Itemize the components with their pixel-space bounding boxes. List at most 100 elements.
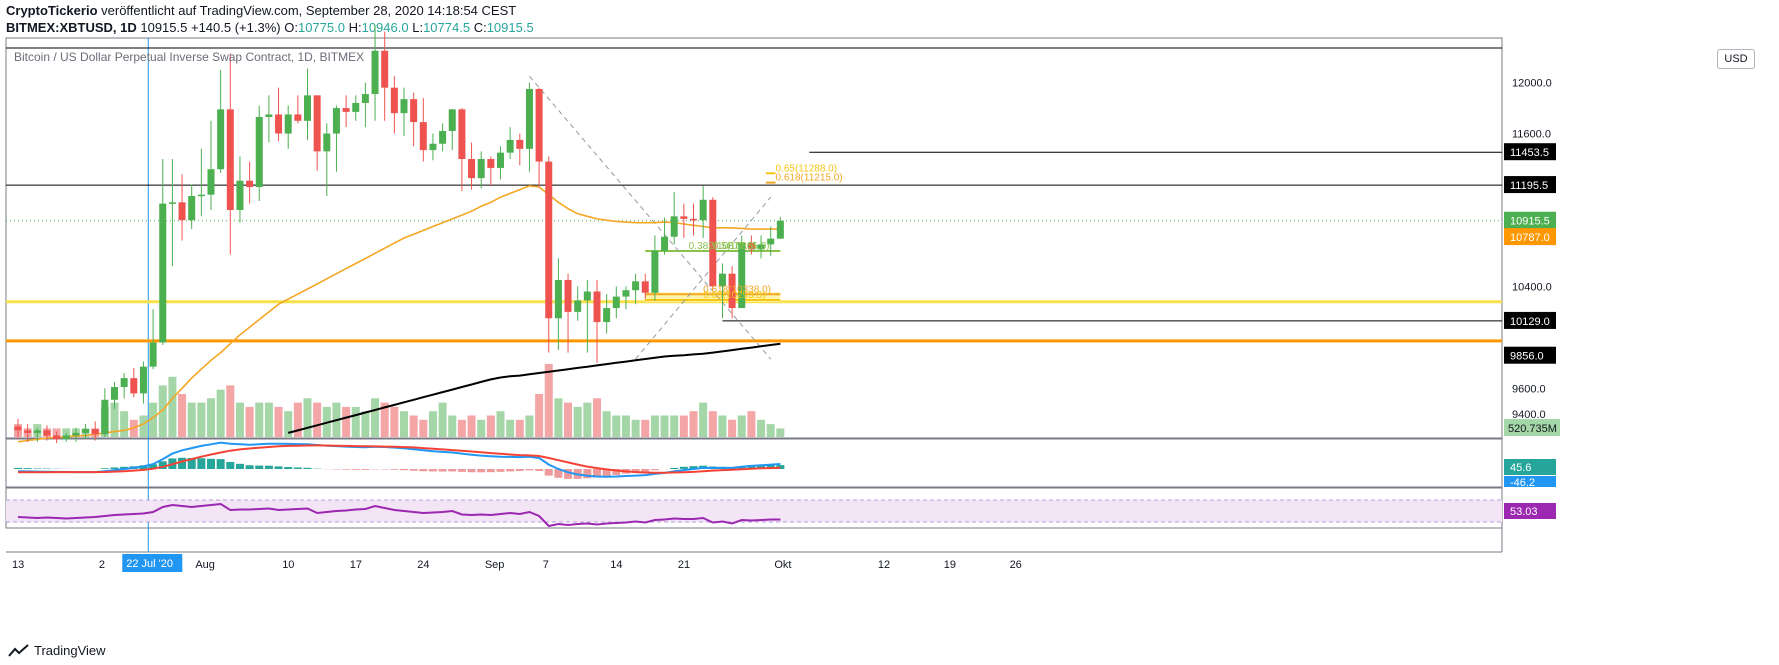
candle-body xyxy=(371,50,379,95)
candle-body xyxy=(33,430,41,433)
level-price-box xyxy=(1504,228,1556,246)
level-price-label: 11195.5 xyxy=(1510,180,1548,192)
publisher-name: CryptoTickerio xyxy=(6,3,98,18)
price-tick-label: 10400.0 xyxy=(1512,281,1552,293)
volume-bar xyxy=(110,402,119,437)
time-tick-label: 26 xyxy=(1010,559,1022,571)
macd-histogram-bar xyxy=(689,466,698,469)
time-tick-label: 12 xyxy=(878,559,890,571)
macd-histogram-bar xyxy=(554,469,563,478)
candle-body xyxy=(583,291,591,301)
price-tick-label: 12000.0 xyxy=(1512,78,1552,90)
macd-histogram-bar xyxy=(438,469,447,472)
volume-bar xyxy=(486,415,495,437)
macd-histogram-bar xyxy=(486,469,495,473)
time-tick-label: 21 xyxy=(678,559,690,571)
macd-histogram-bar xyxy=(477,469,486,473)
macd-histogram-bar xyxy=(400,469,408,471)
candle-body xyxy=(275,114,283,134)
volume-bar xyxy=(207,398,215,437)
volume-bar xyxy=(400,411,408,437)
macd-histogram-bar xyxy=(428,469,437,472)
volume-bar xyxy=(380,402,389,437)
volume-bar xyxy=(264,402,273,437)
candle-body xyxy=(545,161,553,319)
level-price-label: 10787.0 xyxy=(1510,232,1550,244)
candle-body xyxy=(661,236,669,251)
macd-histogram-bar xyxy=(496,469,505,472)
candle-body xyxy=(24,430,32,433)
volume-bar xyxy=(535,394,544,437)
macd-histogram-bar xyxy=(419,469,428,472)
volume-bar xyxy=(226,385,235,437)
candle-body xyxy=(516,139,524,149)
last-price: 10915.5 xyxy=(140,20,188,35)
volume-bar xyxy=(747,411,756,437)
publisher-line: CryptoTickerio veröffentlicht auf Tradin… xyxy=(6,3,516,18)
volume-value-box xyxy=(1504,419,1560,436)
macd-histogram-bar xyxy=(33,468,42,469)
footer-brand: TradingView xyxy=(8,643,106,658)
candle-body xyxy=(120,378,128,388)
macd-histogram-bar xyxy=(284,467,293,469)
candle-body xyxy=(342,108,350,112)
candle-body xyxy=(323,133,331,152)
macd-histogram-bar xyxy=(670,467,679,469)
time-tick-label: 7 xyxy=(543,559,549,571)
candle-body xyxy=(91,429,99,435)
candle-body xyxy=(593,291,601,323)
currency-button[interactable]: USD xyxy=(1717,49,1755,69)
time-tick-label: 17 xyxy=(350,559,362,571)
time-tick-label: 14 xyxy=(610,559,622,571)
volume-bar xyxy=(554,398,563,437)
macd-histogram-bar xyxy=(535,469,544,471)
level-price-label: 10915.5 xyxy=(1510,216,1550,228)
macd-histogram-bar xyxy=(216,459,225,469)
fib-level-label: 0.382(10677.5) xyxy=(689,241,757,252)
volume-bar xyxy=(409,415,418,437)
time-tick-label: 19 xyxy=(944,559,956,571)
macd-histogram-bar xyxy=(197,458,206,469)
macd-histogram-bar xyxy=(274,466,283,469)
time-tick-label: Okt xyxy=(774,559,791,571)
volume-bar xyxy=(525,415,534,437)
macd-histogram-bar xyxy=(226,461,235,469)
level-price-box xyxy=(1504,143,1556,161)
macd-histogram-bar xyxy=(650,469,659,471)
candle-body xyxy=(294,114,302,121)
candle-body xyxy=(699,199,707,221)
candle-body xyxy=(178,202,186,221)
macd-histogram-bar xyxy=(207,458,215,469)
candle-body xyxy=(53,435,61,440)
crosshair-date-box xyxy=(122,554,183,572)
volume-bar xyxy=(612,415,621,437)
candle-body xyxy=(149,342,157,367)
candle-body xyxy=(506,139,514,153)
candle-body xyxy=(207,169,215,195)
volume-bar xyxy=(544,363,553,437)
candle-body xyxy=(159,203,167,343)
candle-body xyxy=(400,99,408,114)
candle-body xyxy=(574,300,582,312)
candle-body xyxy=(622,290,630,297)
macd-histogram-bar xyxy=(149,464,158,469)
volume-bar xyxy=(313,402,322,437)
volume-bar xyxy=(351,406,360,437)
volume-bar xyxy=(689,411,698,437)
macd-histogram-bar xyxy=(544,469,553,476)
candle-body xyxy=(265,114,273,117)
fib-level-label: 0.5(10865.0) xyxy=(713,241,770,252)
price-tick-label: 11600.0 xyxy=(1512,129,1551,141)
volume-bar xyxy=(593,398,601,437)
macd-histogram-bar xyxy=(583,469,592,479)
candle-body xyxy=(747,243,755,250)
volume-bar xyxy=(641,419,650,437)
time-tick-label: 10 xyxy=(282,559,294,571)
macd-histogram-bar xyxy=(593,469,601,478)
volume-bar xyxy=(168,376,177,437)
candle-body xyxy=(168,202,176,204)
candle-body xyxy=(776,220,784,239)
tradingview-logo-icon xyxy=(8,643,29,657)
candle-body xyxy=(410,99,418,123)
